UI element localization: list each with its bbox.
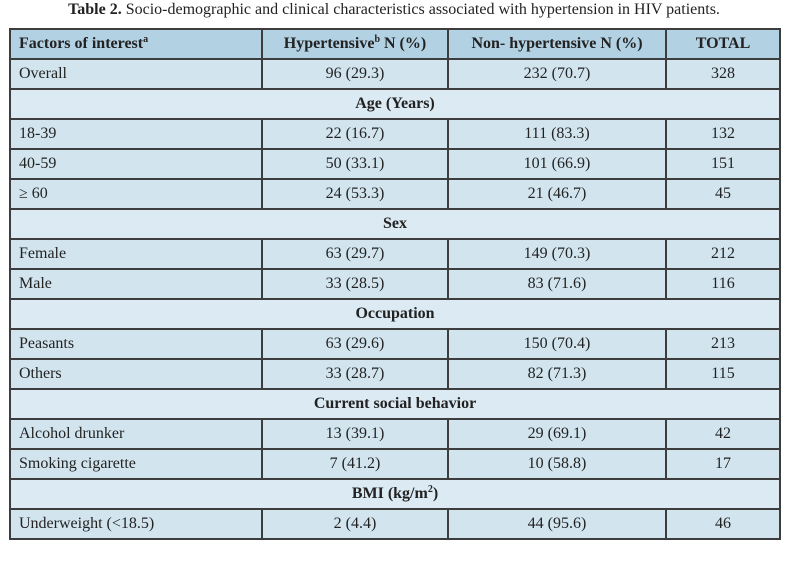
section-bmi: BMI (kg/m2)	[9, 478, 781, 510]
section-row: BMI (kg/m2)	[9, 478, 781, 510]
table-row: Male 33 (28.5) 83 (71.6) 116	[9, 268, 781, 300]
non-hypertensive-cell: 21 (46.7)	[447, 178, 667, 210]
row-label: 18-39	[9, 118, 263, 150]
hypertensive-cell: 50 (33.1)	[261, 148, 449, 180]
row-label: Female	[9, 238, 263, 270]
row-label: Others	[9, 358, 263, 390]
non-hypertensive-cell: 232 (70.7)	[447, 58, 667, 90]
section-row: Current social behavior	[9, 388, 781, 420]
row-label: ≥ 60	[9, 178, 263, 210]
total-cell: 213	[665, 328, 781, 360]
row-label: Male	[9, 268, 263, 300]
table-row: Others 33 (28.7) 82 (71.3) 115	[9, 358, 781, 390]
table-row: Alcohol drunker 13 (39.1) 29 (69.1) 42	[9, 418, 781, 450]
section-age: Age (Years)	[9, 88, 781, 120]
hypertensive-cell: 7 (41.2)	[261, 448, 449, 480]
hypertensive-cell: 33 (28.5)	[261, 268, 449, 300]
section-row: Sex	[9, 208, 781, 240]
section-row: Occupation	[9, 298, 781, 330]
header-hypertensive: Hypertensiveb N (%)	[261, 28, 449, 60]
bmi-exponent: 2	[427, 484, 433, 495]
non-hypertensive-cell: 83 (71.6)	[447, 268, 667, 300]
non-hypertensive-cell: 101 (66.9)	[447, 148, 667, 180]
header-non-hypertensive: Non- hypertensive N (%)	[447, 28, 667, 60]
table-row: Smoking cigarette 7 (41.2) 10 (58.8) 17	[9, 448, 781, 480]
hypertensive-cell: 96 (29.3)	[261, 58, 449, 90]
characteristics-table: Factors of interesta Hypertensiveb N (%)…	[9, 28, 781, 540]
non-hypertensive-cell: 29 (69.1)	[447, 418, 667, 450]
section-social-behavior: Current social behavior	[9, 388, 781, 420]
total-cell: 212	[665, 238, 781, 270]
table-row: Underweight (<18.5) 2 (4.4) 44 (95.6) 46	[9, 508, 781, 540]
section-row: Age (Years)	[9, 88, 781, 120]
header-factor-footnote: a	[143, 34, 149, 45]
table-row: 18-39 22 (16.7) 111 (83.3) 132	[9, 118, 781, 150]
hypertensive-cell: 33 (28.7)	[261, 358, 449, 390]
hypertensive-cell: 22 (16.7)	[261, 118, 449, 150]
header-total: TOTAL	[665, 28, 781, 60]
row-label: Peasants	[9, 328, 263, 360]
row-label: 40-59	[9, 148, 263, 180]
section-sex: Sex	[9, 208, 781, 240]
non-hypertensive-cell: 111 (83.3)	[447, 118, 667, 150]
total-cell: 42	[665, 418, 781, 450]
table-row: 40-59 50 (33.1) 101 (66.9) 151	[9, 148, 781, 180]
total-cell: 45	[665, 178, 781, 210]
non-hypertensive-cell: 44 (95.6)	[447, 508, 667, 540]
row-label: Underweight (<18.5)	[9, 508, 263, 540]
caption-label: Table 2.	[68, 1, 122, 18]
header-row: Factors of interesta Hypertensiveb N (%)…	[9, 28, 781, 60]
total-cell: 17	[665, 448, 781, 480]
row-label: Smoking cigarette	[9, 448, 263, 480]
hypertensive-cell: 2 (4.4)	[261, 508, 449, 540]
table-row: Overall 96 (29.3) 232 (70.7) 328	[9, 58, 781, 90]
total-cell: 132	[665, 118, 781, 150]
row-label: Alcohol drunker	[9, 418, 263, 450]
hypertensive-cell: 24 (53.3)	[261, 178, 449, 210]
table-row: ≥ 60 24 (53.3) 21 (46.7) 45	[9, 178, 781, 210]
total-cell: 151	[665, 148, 781, 180]
hypertensive-cell: 13 (39.1)	[261, 418, 449, 450]
row-label: Overall	[9, 58, 263, 90]
header-factor: Factors of interesta	[9, 28, 263, 60]
table-caption: Table 2. Socio-demographic and clinical …	[0, 0, 788, 24]
section-occupation: Occupation	[9, 298, 781, 330]
total-cell: 116	[665, 268, 781, 300]
total-cell: 115	[665, 358, 781, 390]
caption-text: Socio-demographic and clinical character…	[125, 1, 720, 18]
total-cell: 46	[665, 508, 781, 540]
table-row: Peasants 63 (29.6) 150 (70.4) 213	[9, 328, 781, 360]
table-row: Female 63 (29.7) 149 (70.3) 212	[9, 238, 781, 270]
hypertensive-cell: 63 (29.6)	[261, 328, 449, 360]
non-hypertensive-cell: 149 (70.3)	[447, 238, 667, 270]
header-hyper-footnote: b	[374, 34, 380, 45]
non-hypertensive-cell: 150 (70.4)	[447, 328, 667, 360]
non-hypertensive-cell: 82 (71.3)	[447, 358, 667, 390]
hypertensive-cell: 63 (29.7)	[261, 238, 449, 270]
total-cell: 328	[665, 58, 781, 90]
non-hypertensive-cell: 10 (58.8)	[447, 448, 667, 480]
